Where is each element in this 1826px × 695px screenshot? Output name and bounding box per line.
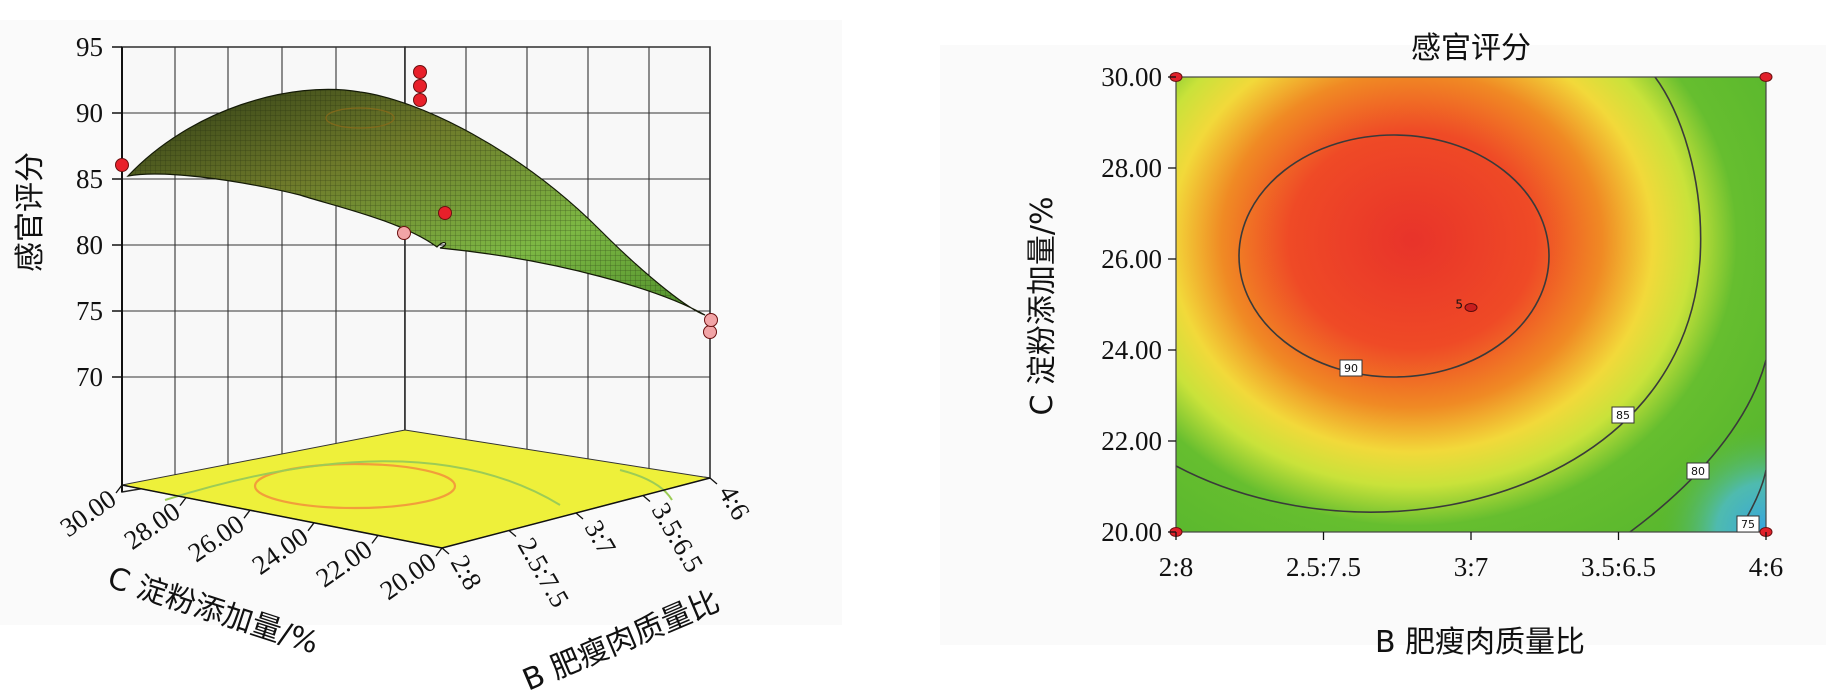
design-point-3d (413, 93, 427, 107)
contour-line-80 (1629, 359, 1766, 532)
contour-y-tick-label: 26.00 (1101, 244, 1162, 274)
contour-label-box (1736, 515, 1760, 533)
z-axis-ticks: 95 90 85 80 75 70 (76, 32, 122, 392)
y-tick-mark (307, 522, 315, 532)
contour-y-ticks: 30.00 28.00 26.00 24.00 22.00 20.00 (1101, 62, 1176, 547)
contour-x-tick-label: 2.5:7.5 (1286, 552, 1361, 582)
design-point-3d (413, 79, 427, 93)
center-point (1464, 303, 1478, 312)
response-surface-mesh (128, 89, 705, 316)
contour-y-tick-label: 22.00 (1101, 426, 1162, 456)
z-tick-label: 75 (76, 296, 103, 326)
contour-y-tick-label: 30.00 (1101, 62, 1162, 92)
surface-peak-ring (325, 107, 395, 129)
x-tick-mark (508, 530, 517, 537)
contour-label: 90 (1344, 362, 1358, 375)
contour-title: 感官评分 (1411, 31, 1531, 66)
z-tick-label: 90 (76, 98, 103, 128)
contour-line-85 (1176, 77, 1702, 513)
design-points-3d (115, 65, 718, 339)
contour-y-tick-label: 20.00 (1101, 517, 1162, 547)
contour-label-box (1339, 359, 1363, 377)
y-axis-line (121, 484, 443, 549)
floor-contour-80 (619, 469, 673, 501)
x-tick-mark (709, 477, 718, 485)
contour-x-tick-label: 3.5:6.5 (1581, 552, 1656, 582)
contour-x-axis-label: B 肥瘦肉质量比 (1375, 625, 1585, 660)
x-tick-mark (441, 547, 450, 555)
y-tick-mark (179, 497, 187, 506)
contour-y-axis-label: C 淀粉添加量/% (1025, 196, 1060, 415)
floor-contour-85 (164, 460, 561, 506)
contour-line-90 (1238, 134, 1550, 378)
design-point-3d (703, 325, 717, 339)
design-point-3d (704, 313, 718, 327)
z-axis-label: 感官评分 (13, 152, 48, 272)
contour-y-tick-label: 24.00 (1101, 335, 1162, 365)
design-point-3d (438, 206, 452, 220)
x-tick-mark (642, 495, 651, 502)
contour-x-tick-label: 2:8 (1159, 552, 1194, 582)
contour-label-box (1686, 462, 1710, 480)
contour-label: 80 (1691, 465, 1705, 478)
z-tick-label: 70 (76, 362, 103, 392)
z-tick-label: 80 (76, 230, 103, 260)
contour-x-tick-label: 3:7 (1454, 552, 1489, 582)
contour-x-tick-label: 4:6 (1749, 552, 1784, 582)
contour-x-ticks: 2:8 2.5:7.5 3:7 3.5:6.5 4:6 (1159, 532, 1784, 582)
y-tick-mark (371, 535, 379, 544)
z-tick-label: 85 (76, 164, 103, 194)
design-point-3d (115, 158, 129, 172)
contour-y-tick-label: 28.00 (1101, 153, 1162, 183)
y-tick-mark (435, 547, 443, 557)
x-tick-mark (575, 512, 584, 520)
contour-label: 75 (1741, 518, 1755, 531)
center-point-count: 5 (1455, 298, 1463, 312)
floor-contour-90 (253, 462, 457, 510)
contour-label: 85 (1616, 409, 1630, 422)
y-tick-mark (243, 509, 251, 519)
design-point-3d (413, 65, 427, 79)
z-tick-label: 95 (76, 32, 103, 62)
contour-labels: 90 85 80 75 (1339, 359, 1760, 533)
design-point-3d (397, 226, 411, 240)
contour-label-box (1611, 406, 1635, 424)
design-point (1759, 72, 1773, 82)
y-tick-mark (115, 484, 123, 494)
